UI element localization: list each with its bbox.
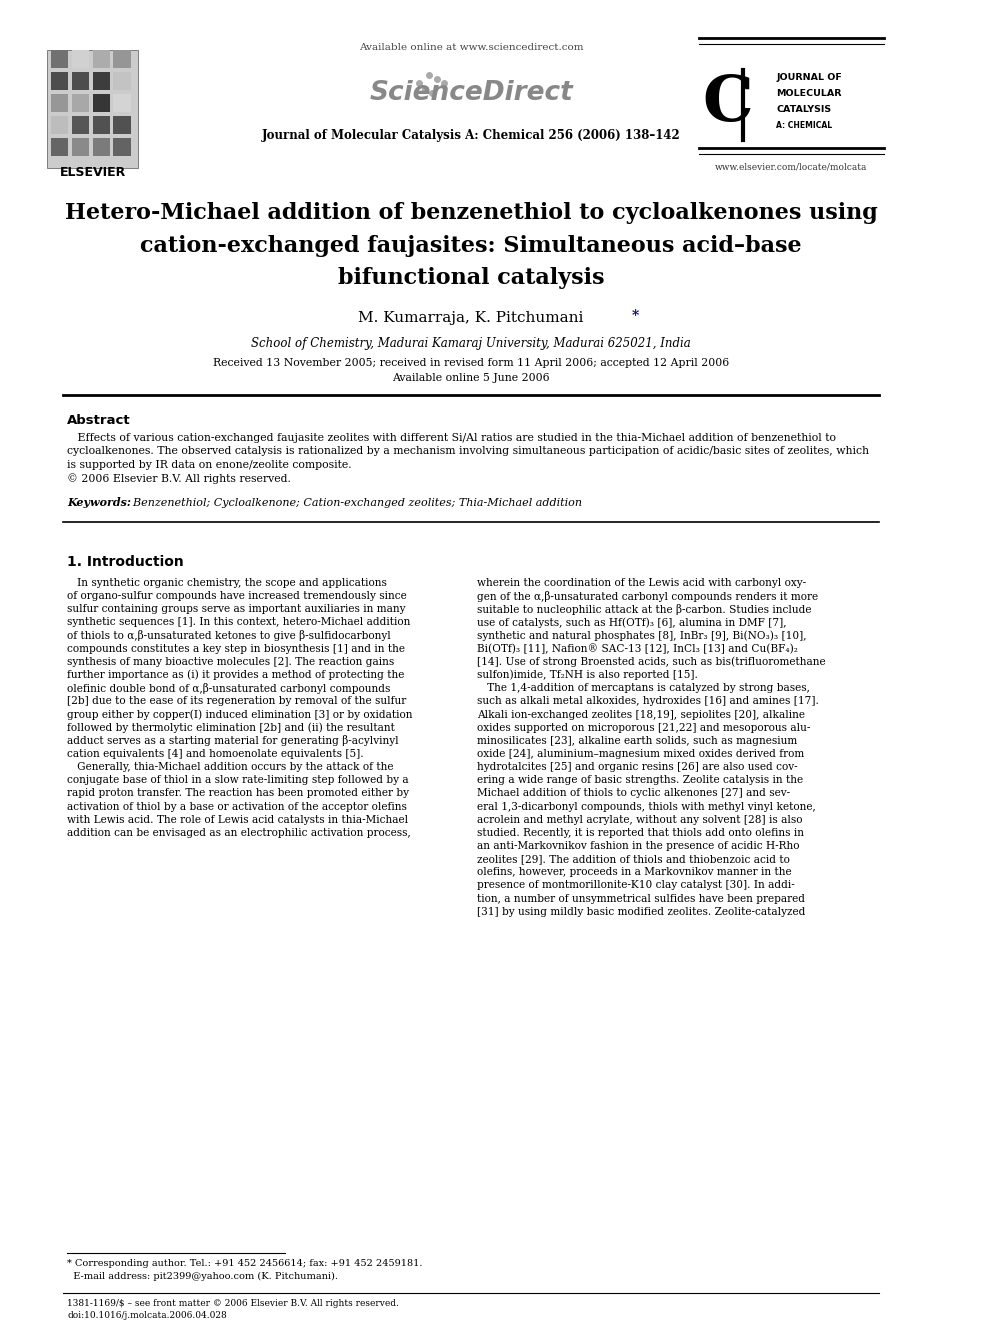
Text: Bi(OTf)₃ [11], Nafion® SAC-13 [12], InCl₃ [13] and Cu(BF₄)₂: Bi(OTf)₃ [11], Nafion® SAC-13 [12], InCl… (477, 643, 799, 654)
Text: rapid proton transfer. The reaction has been promoted either by: rapid proton transfer. The reaction has … (67, 789, 410, 798)
Bar (71, 138, 89, 156)
Text: oxide [24], aluminium–magnesium mixed oxides derived from: oxide [24], aluminium–magnesium mixed ox… (477, 749, 805, 759)
Text: gen of the α,β-unsaturated carbonyl compounds renders it more: gen of the α,β-unsaturated carbonyl comp… (477, 590, 818, 602)
Text: use of catalysts, such as Hf(OTf)₃ [6], alumina in DMF [7],: use of catalysts, such as Hf(OTf)₃ [6], … (477, 617, 787, 627)
Text: synthetic and natural phosphates [8], InBr₃ [9], Bi(NO₃)₃ [10],: synthetic and natural phosphates [8], In… (477, 630, 806, 640)
Text: synthetic sequences [1]. In this context, hetero-Michael addition: synthetic sequences [1]. In this context… (67, 618, 411, 627)
Bar (51, 71, 68, 90)
Text: www.elsevier.com/locate/molcata: www.elsevier.com/locate/molcata (715, 163, 868, 172)
Text: bifunctional catalysis: bifunctional catalysis (337, 267, 604, 288)
Text: zeolites [29]. The addition of thiols and thiobenzoic acid to: zeolites [29]. The addition of thiols an… (477, 855, 791, 864)
Text: Keywords:: Keywords: (67, 497, 131, 508)
Text: Hetero-Michael addition of benzenethiol to cycloalkenones using: Hetero-Michael addition of benzenethiol … (64, 202, 877, 224)
Text: M. Kumarraja, K. Pitchumani: M. Kumarraja, K. Pitchumani (358, 311, 583, 325)
Text: 1381-1169/$ – see front matter © 2006 Elsevier B.V. All rights reserved.: 1381-1169/$ – see front matter © 2006 El… (67, 1299, 399, 1308)
Text: C: C (702, 73, 754, 134)
Text: is supported by IR data on enone/zeolite composite.: is supported by IR data on enone/zeolite… (67, 460, 352, 470)
Bar (51, 138, 68, 156)
Text: of organo-sulfur compounds have increased tremendously since: of organo-sulfur compounds have increase… (67, 591, 407, 601)
Bar (92, 138, 110, 156)
Text: [14]. Use of strong Broensted acids, such as bis(trifluoromethane: [14]. Use of strong Broensted acids, suc… (477, 656, 826, 667)
Text: Available online 5 June 2006: Available online 5 June 2006 (392, 373, 550, 382)
Text: conjugate base of thiol in a slow rate-limiting step followed by a: conjugate base of thiol in a slow rate-l… (67, 775, 409, 786)
Text: presence of montmorillonite-K10 clay catalyst [30]. In addi-: presence of montmorillonite-K10 clay cat… (477, 880, 796, 890)
Text: eral 1,3-dicarbonyl compounds, thiols with methyl vinyl ketone,: eral 1,3-dicarbonyl compounds, thiols wi… (477, 802, 816, 811)
Bar (113, 50, 131, 67)
Text: MOLECULAR: MOLECULAR (776, 90, 841, 98)
Text: 1. Introduction: 1. Introduction (67, 556, 184, 569)
Text: olefinic double bond of α,β-unsaturated carbonyl compounds: olefinic double bond of α,β-unsaturated … (67, 683, 391, 693)
Text: ELSEVIER: ELSEVIER (60, 165, 126, 179)
Bar (92, 71, 110, 90)
Text: hydrotalcites [25] and organic resins [26] are also used cov-: hydrotalcites [25] and organic resins [2… (477, 762, 798, 773)
Text: cycloalkenones. The observed catalysis is rationalized by a mechanism involving : cycloalkenones. The observed catalysis i… (67, 446, 869, 456)
Text: E-mail address: pit2399@yahoo.com (K. Pitchumani).: E-mail address: pit2399@yahoo.com (K. Pi… (67, 1271, 338, 1281)
Text: olefins, however, proceeds in a Markovnikov manner in the: olefins, however, proceeds in a Markovni… (477, 868, 792, 877)
Text: School of Chemistry, Madurai Kamaraj University, Madurai 625021, India: School of Chemistry, Madurai Kamaraj Uni… (251, 337, 690, 351)
Bar (71, 94, 89, 112)
Text: tion, a number of unsymmetrical sulfides have been prepared: tion, a number of unsymmetrical sulfides… (477, 893, 806, 904)
Bar (92, 116, 110, 134)
Text: oxides supported on microporous [21,22] and mesoporous alu-: oxides supported on microporous [21,22] … (477, 722, 810, 733)
Bar (92, 50, 110, 67)
Bar (71, 71, 89, 90)
Text: cation-exchanged faujasites: Simultaneous acid–base: cation-exchanged faujasites: Simultaneou… (140, 235, 802, 257)
Text: JOURNAL OF: JOURNAL OF (776, 74, 842, 82)
Text: sulfur containing groups serve as important auxiliaries in many: sulfur containing groups serve as import… (67, 605, 406, 614)
Text: Effects of various cation-exchanged faujasite zeolites with different Si/Al rati: Effects of various cation-exchanged fauj… (67, 433, 836, 443)
Text: Available online at www.sciencedirect.com: Available online at www.sciencedirect.co… (359, 44, 583, 53)
Text: doi:10.1016/j.molcata.2006.04.028: doi:10.1016/j.molcata.2006.04.028 (67, 1311, 227, 1320)
Text: further importance as (i) it provides a method of protecting the: further importance as (i) it provides a … (67, 669, 405, 680)
Text: cation equivalents [4] and homoenolate equivalents [5].: cation equivalents [4] and homoenolate e… (67, 749, 364, 759)
Text: group either by copper(I) induced elimination [3] or by oxidation: group either by copper(I) induced elimin… (67, 709, 413, 720)
Text: * Corresponding author. Tel.: +91 452 2456614; fax: +91 452 2459181.: * Corresponding author. Tel.: +91 452 24… (67, 1259, 423, 1269)
Text: with Lewis acid. The role of Lewis acid catalysts in thia-Michael: with Lewis acid. The role of Lewis acid … (67, 815, 409, 824)
Text: CATALYSIS: CATALYSIS (776, 106, 831, 115)
Text: *: * (631, 310, 639, 323)
Text: minosilicates [23], alkaline earth solids, such as magnesium: minosilicates [23], alkaline earth solid… (477, 736, 798, 746)
Text: ScienceDirect: ScienceDirect (370, 79, 573, 106)
Text: ering a wide range of basic strengths. Zeolite catalysis in the: ering a wide range of basic strengths. Z… (477, 775, 804, 786)
Text: suitable to nucleophilic attack at the β-carbon. Studies include: suitable to nucleophilic attack at the β… (477, 603, 811, 615)
Text: © 2006 Elsevier B.V. All rights reserved.: © 2006 Elsevier B.V. All rights reserved… (67, 474, 291, 484)
Bar (113, 94, 131, 112)
Bar (71, 116, 89, 134)
Bar (113, 138, 131, 156)
Text: Alkali ion-exchanged zeolites [18,19], sepiolites [20], alkaline: Alkali ion-exchanged zeolites [18,19], s… (477, 709, 806, 720)
Bar (51, 94, 68, 112)
Bar (51, 50, 68, 67)
Text: A: CHEMICAL: A: CHEMICAL (776, 120, 832, 130)
Text: acrolein and methyl acrylate, without any solvent [28] is also: acrolein and methyl acrylate, without an… (477, 815, 803, 824)
Text: wherein the coordination of the Lewis acid with carbonyl oxy-: wherein the coordination of the Lewis ac… (477, 578, 806, 587)
Text: Received 13 November 2005; received in revised form 11 April 2006; accepted 12 A: Received 13 November 2005; received in r… (213, 359, 729, 368)
Text: addition can be envisaged as an electrophilic activation process,: addition can be envisaged as an electrop… (67, 828, 411, 837)
Text: adduct serves as a starting material for generating β-acylvinyl: adduct serves as a starting material for… (67, 736, 399, 746)
Text: Generally, thia-Michael addition occurs by the attack of the: Generally, thia-Michael addition occurs … (67, 762, 394, 773)
Bar (113, 71, 131, 90)
Text: Michael addition of thiols to cyclic alkenones [27] and sev-: Michael addition of thiols to cyclic alk… (477, 789, 791, 798)
Text: In synthetic organic chemistry, the scope and applications: In synthetic organic chemistry, the scop… (67, 578, 387, 587)
Text: compounds constitutes a key step in biosynthesis [1] and in the: compounds constitutes a key step in bios… (67, 644, 406, 654)
Bar (92, 94, 110, 112)
Text: studied. Recently, it is reported that thiols add onto olefins in: studied. Recently, it is reported that t… (477, 828, 805, 837)
Text: [31] by using mildly basic modified zeolites. Zeolite-catalyzed: [31] by using mildly basic modified zeol… (477, 906, 806, 917)
Bar (48, 50, 138, 168)
Text: Abstract: Abstract (67, 414, 131, 426)
Text: The 1,4-addition of mercaptans is catalyzed by strong bases,: The 1,4-addition of mercaptans is cataly… (477, 683, 810, 693)
Text: followed by thermolytic elimination [2b] and (ii) the resultant: followed by thermolytic elimination [2b]… (67, 722, 395, 733)
Bar (71, 50, 89, 67)
Text: such as alkali metal alkoxides, hydroxides [16] and amines [17].: such as alkali metal alkoxides, hydroxid… (477, 696, 819, 706)
Text: an anti-Markovnikov fashion in the presence of acidic H-Rho: an anti-Markovnikov fashion in the prese… (477, 841, 800, 851)
Text: Benzenethiol; Cycloalkenone; Cation-exchanged zeolites; Thia-Michael addition: Benzenethiol; Cycloalkenone; Cation-exch… (126, 497, 582, 508)
Text: sulfon)imide, Tf₂NH is also reported [15].: sulfon)imide, Tf₂NH is also reported [15… (477, 669, 698, 680)
Text: [2b] due to the ease of its regeneration by removal of the sulfur: [2b] due to the ease of its regeneration… (67, 696, 407, 706)
Bar (51, 116, 68, 134)
Text: of thiols to α,β-unsaturated ketones to give β-sulfidocarbonyl: of thiols to α,β-unsaturated ketones to … (67, 630, 391, 642)
Text: Journal of Molecular Catalysis A: Chemical 256 (2006) 138–142: Journal of Molecular Catalysis A: Chemic… (262, 128, 681, 142)
Bar (113, 116, 131, 134)
Text: synthesis of many bioactive molecules [2]. The reaction gains: synthesis of many bioactive molecules [2… (67, 658, 395, 667)
Text: activation of thiol by a base or activation of the acceptor olefins: activation of thiol by a base or activat… (67, 802, 407, 811)
